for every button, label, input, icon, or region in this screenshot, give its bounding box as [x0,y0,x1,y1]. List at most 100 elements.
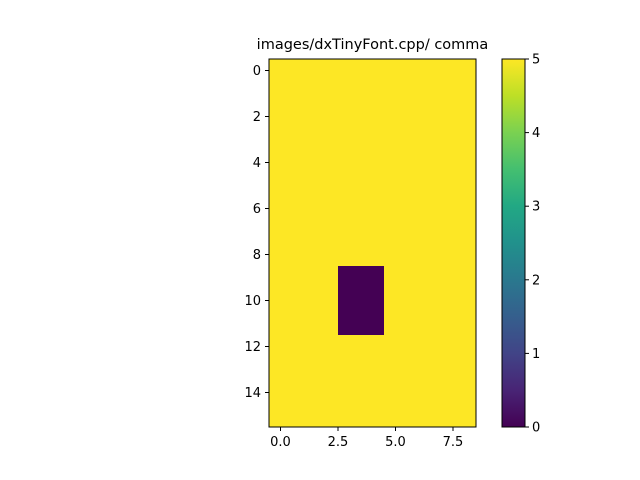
heatmap-cell [453,59,477,83]
heatmap-cell [292,197,316,221]
heatmap-cell [407,82,431,106]
heatmap-cell [315,197,339,221]
heatmap-cell [384,105,408,129]
heatmap-cell [315,312,339,336]
heatmap-cell [269,82,293,106]
heatmap-cell [384,59,408,83]
heatmap-cell [453,128,477,152]
heatmap-cell [407,312,431,336]
heatmap-cell [338,220,362,244]
heatmap-cell [453,335,477,359]
heatmap-cell [453,220,477,244]
heatmap-cell [361,151,385,175]
heatmap-cell [407,151,431,175]
heatmap-cell [384,128,408,152]
heatmap-cell [430,82,454,106]
heatmap-cell [430,266,454,290]
y-tick-label: 8 [253,248,261,263]
heatmap-cell [361,404,385,428]
heatmap-cell [430,335,454,359]
heatmap-cell [269,404,293,428]
heatmap-cell [315,381,339,405]
heatmap-cell [338,82,362,106]
plot-frame [268,58,477,428]
heatmap-cell [292,335,316,359]
heatmap-cell [407,289,431,313]
colorbar-tick-label: 1 [532,347,540,362]
heatmap-cell [338,381,362,405]
heatmap-cell [315,335,339,359]
heatmap-cell [384,381,408,405]
heatmap-cell [407,404,431,428]
heatmap-cell [315,82,339,106]
heatmap-cell [315,358,339,382]
heatmap-cell [269,266,293,290]
heatmap-cell [453,312,477,336]
heatmap-cell [407,220,431,244]
heatmap-cell [430,243,454,267]
heatmap-cell [338,174,362,198]
x-tick-label: 7.5 [443,435,464,450]
heatmap-cell [384,82,408,106]
heatmap-cell [292,59,316,83]
heatmap-cell [338,197,362,221]
x-axis: 0.0 2.5 5.0 7.5 [270,427,463,450]
heatmap-cell [269,151,293,175]
heatmap-cell [407,266,431,290]
heatmap-cell [338,151,362,175]
heatmap-cell [269,197,293,221]
heatmap-cell [384,243,408,267]
heatmap-cell [407,197,431,221]
heatmap-cell [315,59,339,83]
heatmap-cell [407,128,431,152]
heatmap-cell [315,404,339,428]
heatmap-cell [315,151,339,175]
heatmap-cell [384,174,408,198]
heatmap-cell [361,197,385,221]
heatmap-cell [453,82,477,106]
heatmap-cell [407,243,431,267]
heatmap-cell [292,151,316,175]
heatmap-cell [361,82,385,106]
x-tick-label: 0.0 [270,435,291,450]
heatmap-cell [361,358,385,382]
heatmap-cell [269,358,293,382]
heatmap-cell [453,197,477,221]
heatmap-cell [384,358,408,382]
heatmap-cell [338,335,362,359]
heatmap-cell [292,266,316,290]
heatmap-cell [384,404,408,428]
heatmap-cell [269,105,293,129]
colorbar [501,58,526,428]
heatmap-cell [384,151,408,175]
heatmap-cell [430,289,454,313]
heatmap-cell [315,220,339,244]
y-tick-label: 12 [244,340,261,355]
heatmap-cell [269,312,293,336]
heatmap-cell [269,381,293,405]
heatmap-cell [315,266,339,290]
heatmap-cell [453,151,477,175]
heatmap-cell [269,59,293,83]
heatmap-cell [453,358,477,382]
heatmap-cell [292,381,316,405]
heatmap-cell [315,105,339,129]
heatmap-cell [430,381,454,405]
heatmap-cell [361,243,385,267]
heatmap-cell [338,358,362,382]
heatmap-cells [269,59,477,428]
heatmap-cell [453,404,477,428]
heatmap-cell [430,197,454,221]
heatmap-cell [430,220,454,244]
colorbar-tick-label: 3 [532,200,540,215]
y-tick-label: 0 [253,64,261,79]
heatmap-cell [315,174,339,198]
heatmap-cell [453,105,477,129]
heatmap-cell [292,174,316,198]
heatmap-cell [453,266,477,290]
heatmap-cell [361,128,385,152]
heatmap-cell [430,59,454,83]
chart-title: images/dxTinyFont.cpp/ comma [257,37,489,53]
heatmap-cell [361,335,385,359]
heatmap-cell [384,220,408,244]
